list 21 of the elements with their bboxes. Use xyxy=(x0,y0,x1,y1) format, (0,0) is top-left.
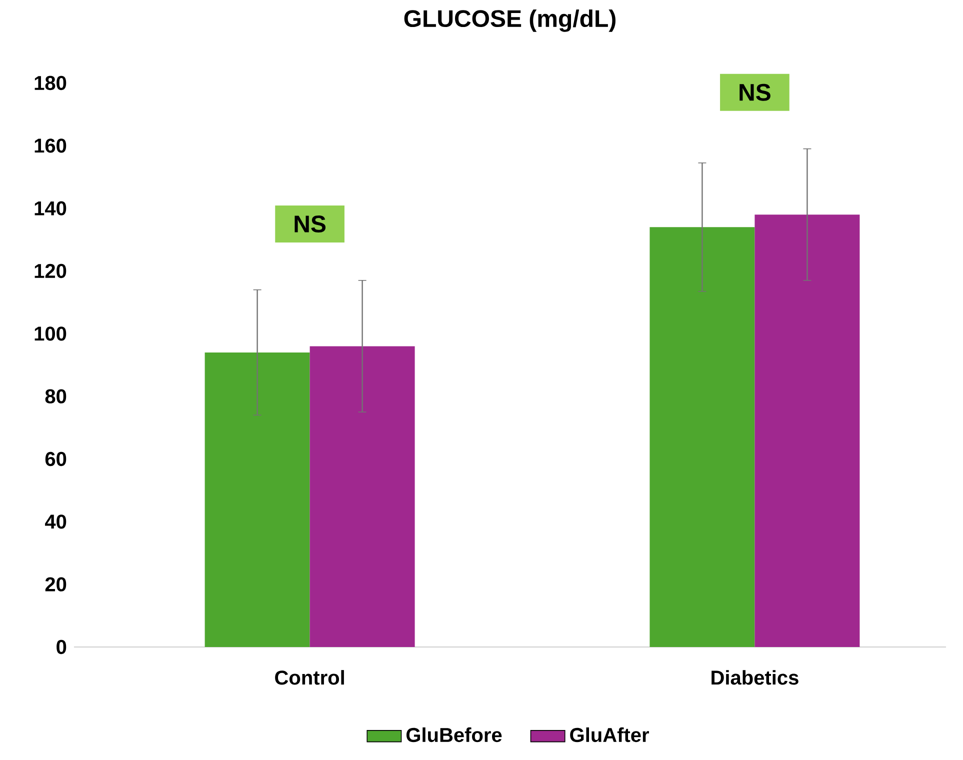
y-tick-label: 180 xyxy=(34,76,66,90)
legend-label: GluBefore xyxy=(406,727,502,742)
bar xyxy=(310,346,415,647)
chart-title: GLUCOSE (mg/dL) xyxy=(404,9,616,32)
y-tick-label: 20 xyxy=(45,577,66,592)
bar xyxy=(754,214,860,647)
y-tick-label: 160 xyxy=(34,138,66,153)
annotation: NS xyxy=(740,84,770,101)
y-tick-label: 40 xyxy=(45,514,66,529)
y-tick-label: 60 xyxy=(45,452,66,466)
annotation: NS xyxy=(294,216,326,232)
x-tick-label: Diabetics xyxy=(712,670,798,685)
bar xyxy=(650,227,755,647)
y-tick-label: 80 xyxy=(45,389,66,404)
y-tick-label: 0 xyxy=(56,640,66,654)
x-tick-label: Control xyxy=(275,670,344,685)
y-tick-label: 100 xyxy=(34,326,66,341)
bar xyxy=(204,352,310,647)
legend-label: GluAfter xyxy=(570,727,650,742)
y-tick-label: 120 xyxy=(34,264,66,278)
y-tick-label: 140 xyxy=(34,201,66,216)
